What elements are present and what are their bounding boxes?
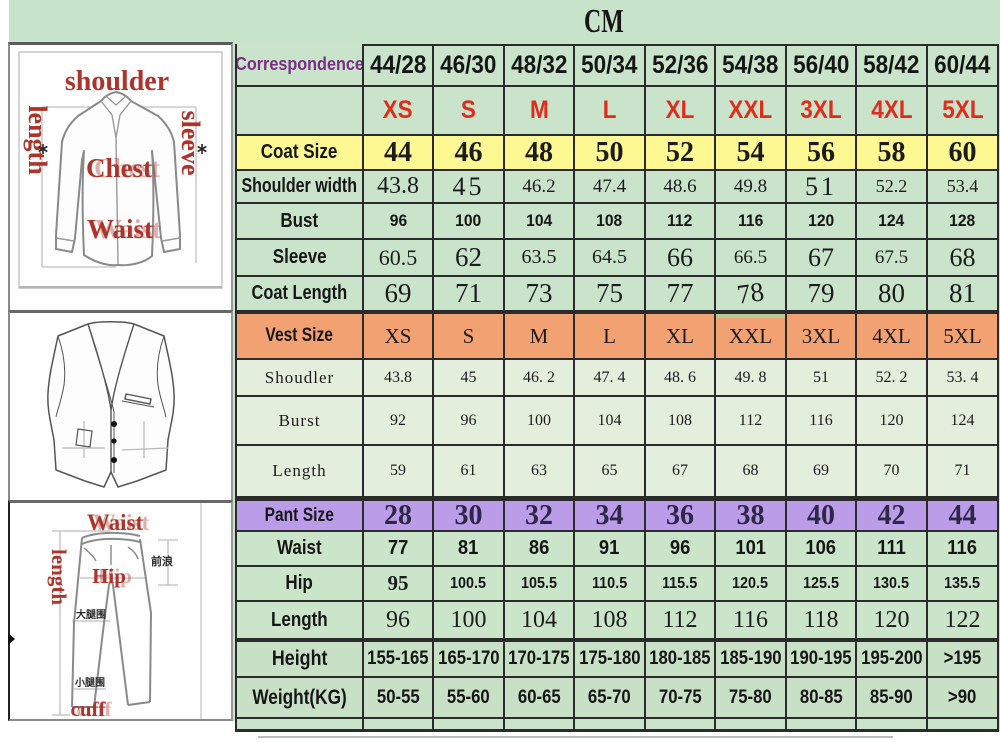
- svg-text:大腿围: 大腿围: [76, 608, 106, 621]
- svg-text:小腿围: 小腿围: [74, 676, 105, 689]
- svg-text:Chest: Chest: [94, 153, 160, 183]
- svg-text:cuff: cuff: [71, 697, 107, 719]
- svg-text:length: length: [47, 549, 71, 605]
- svg-text:Waist: Waist: [87, 214, 153, 244]
- svg-text:sleeve: sleeve: [176, 111, 205, 176]
- svg-text:Hip: Hip: [92, 564, 126, 588]
- svg-text:Waist: Waist: [93, 510, 150, 535]
- svg-text:Waist: Waist: [95, 214, 161, 244]
- svg-text:length: length: [23, 105, 52, 175]
- svg-text:Chest: Chest: [86, 153, 152, 183]
- svg-text:Hip: Hip: [98, 564, 132, 588]
- svg-text:Waist: Waist: [87, 510, 144, 535]
- svg-text:前浪: 前浪: [151, 554, 173, 568]
- svg-text:shoulder: shoulder: [65, 66, 169, 97]
- svg-text:cuff: cuff: [77, 697, 113, 719]
